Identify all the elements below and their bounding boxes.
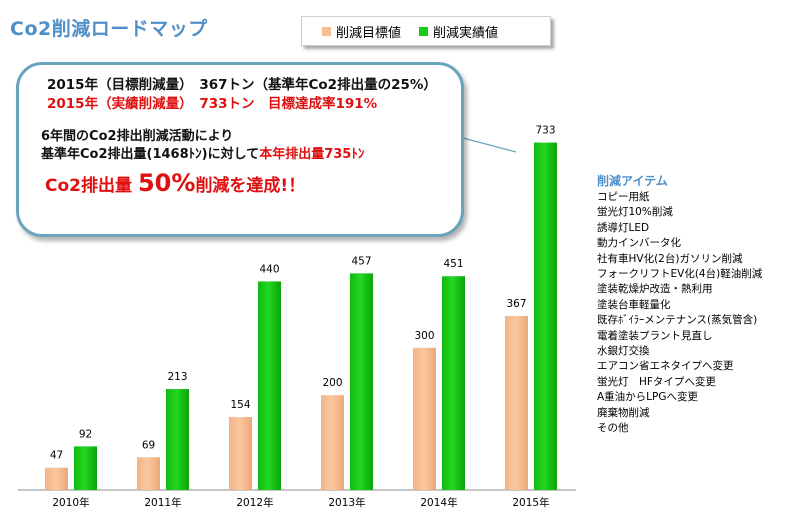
data-label-target-1: 69 [142, 439, 155, 451]
reduction-items-list: 削減アイテム コピー用紙 蛍光灯10%削減 誘導灯LED 動力インバータ化 社有… [597, 173, 762, 437]
x-tick-label-0: 2010年 [52, 496, 89, 509]
bar-actual-5 [534, 142, 557, 491]
bar-target-0 [45, 467, 68, 490]
data-label-actual-5: 733 [535, 125, 555, 137]
legend-label-target: 削減目標値 [336, 25, 402, 41]
list-item: その他 [597, 422, 629, 435]
bar-actual-0 [74, 446, 97, 490]
bar-actual-2 [258, 281, 281, 490]
callout-achievement-label: Co2排出量 [45, 176, 132, 196]
callout-achievement-suffix: 削減を達成!！ [195, 176, 306, 196]
x-tick-label-5: 2015年 [512, 496, 549, 509]
list-item: 電着塗装プラント見直し [597, 329, 713, 342]
callout-target-line: 2015年（目標削減量） 367トン（基準年Co2排出量の25%） [47, 77, 437, 93]
list-item: 既存ﾎﾞｲﾗｰメンテナンス(蒸気管含) [597, 314, 758, 327]
data-label-actual-4: 451 [443, 258, 463, 270]
legend-item-target: 削減目標値 [322, 22, 401, 41]
bar-actual-1 [166, 389, 189, 490]
list-item: フォークリフトEV化(4台)軽油削減 [597, 268, 763, 281]
callout-achievement-percent: 50% [137, 169, 196, 197]
data-label-target-0: 47 [50, 450, 63, 462]
list-item: 廃棄物削減 [597, 406, 650, 419]
list-item: 蛍光灯10%削減 [597, 206, 673, 219]
bar-actual-4 [442, 276, 465, 490]
bar-target-2 [229, 417, 252, 490]
list-item: 蛍光灯 HFタイプへ変更 [597, 375, 716, 388]
chart-legend: 削減目標値 削減実績値 [301, 16, 551, 46]
data-label-target-3: 200 [322, 377, 342, 389]
list-item: 塗装台車軽量化 [597, 298, 671, 311]
legend-item-actual: 削減実績値 [419, 22, 498, 41]
reduction-items-heading: 削減アイテム [597, 174, 668, 188]
page-title: Co2削減ロードマップ [10, 18, 208, 40]
list-item: 動力インバータ化 [597, 237, 681, 250]
legend-swatch-actual [419, 26, 429, 36]
data-label-target-4: 300 [414, 330, 434, 342]
callout-achievement: Co2排出量 50%削減を達成!！ [45, 169, 305, 197]
list-item: A重油からLPGへ変更 [597, 391, 699, 404]
callout-actual-line: 2015年（実績削減量） 733トン 目標達成率191% [47, 96, 378, 112]
bar-actual-3 [350, 273, 373, 490]
bar-target-3 [321, 395, 344, 490]
callout-emission-highlight: 本年排出量735ﾄﾝ [259, 147, 365, 162]
list-item: 水銀灯交換 [597, 345, 650, 358]
x-tick-label-2: 2012年 [236, 496, 273, 509]
bar-target-1 [137, 457, 160, 490]
data-label-target-5: 367 [506, 298, 526, 310]
data-label-actual-3: 457 [351, 255, 371, 267]
data-label-actual-1: 213 [167, 371, 187, 383]
x-tick-label-3: 2013年 [328, 496, 365, 509]
callout-baseline-text: 基準年Co2排出量(1468ﾄﾝ)に対して [41, 147, 260, 162]
callout-pointer [462, 137, 517, 153]
bar-target-4 [413, 347, 436, 490]
bar-target-5 [505, 316, 528, 490]
data-label-target-2: 154 [230, 399, 250, 411]
list-item: 塗装乾燥炉改造・熱利用 [597, 283, 713, 296]
x-tick-label-4: 2014年 [420, 496, 457, 509]
data-label-actual-2: 440 [259, 263, 279, 275]
summary-callout: 2015年（目標削減量） 367トン（基準年Co2排出量の25%） 2015年（… [16, 62, 464, 237]
data-label-actual-0: 92 [79, 428, 92, 440]
list-item: 誘導灯LED [597, 221, 650, 234]
legend-label-actual: 削減実績値 [433, 25, 499, 41]
legend-swatch-target [322, 26, 331, 36]
list-item: コピー用紙 [597, 191, 650, 203]
list-item: エアコン省エネタイプへ変更 [597, 360, 734, 373]
callout-baseline-line: 基準年Co2排出量(1468ﾄﾝ)に対して本年排出量735ﾄﾝ [41, 143, 364, 162]
callout-activity-line: 6年間のCo2排出削減活動により [41, 129, 234, 144]
x-tick-label-1: 2011年 [144, 496, 181, 509]
list-item: 社有車HV化(2台)ガソリン削減 [597, 252, 743, 265]
